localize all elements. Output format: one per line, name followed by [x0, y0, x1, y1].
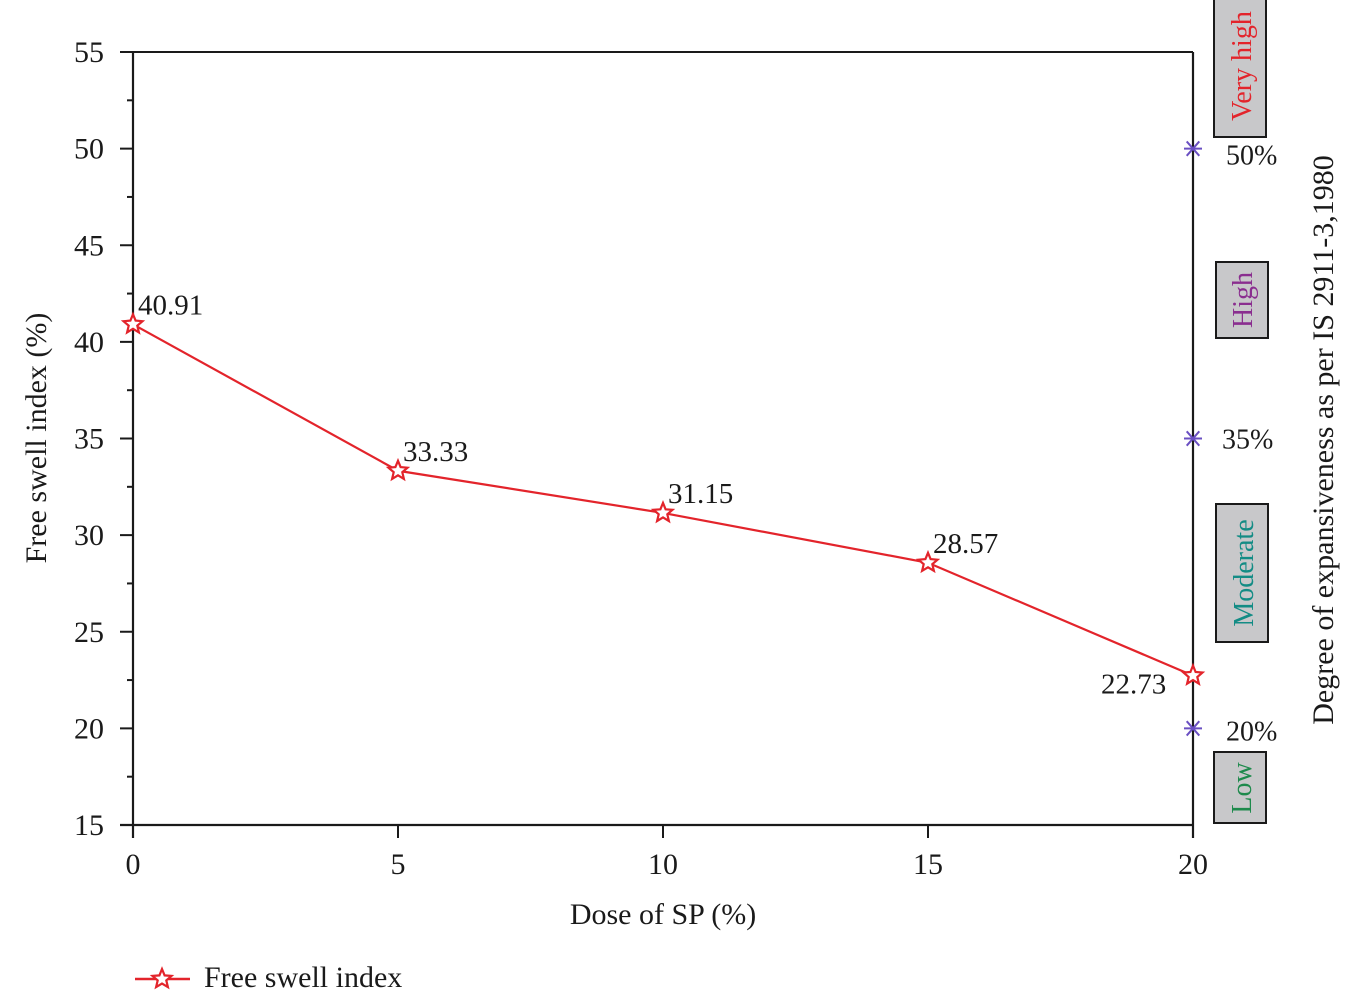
y-tick-label: 30	[74, 519, 104, 552]
threshold-label: 50%	[1226, 141, 1277, 172]
band-high: High	[1215, 261, 1269, 339]
legend-star-icon	[149, 966, 175, 990]
data-point-label: 33.33	[403, 436, 468, 468]
band-low: Low	[1213, 751, 1267, 824]
plot-frame	[120, 51, 1195, 838]
series-free-swell-index: 40.91 33.33 31.15 28.57 22.73	[120, 289, 1206, 701]
band-label-high: High	[1228, 272, 1259, 328]
series-line	[132, 323, 1194, 677]
y-tick-label: 55	[74, 36, 104, 69]
legend-label: Free swell index	[204, 961, 402, 994]
star-marker-icon	[650, 499, 676, 524]
x-tick-label: 10	[648, 848, 678, 881]
band-moderate: Moderate	[1215, 503, 1269, 643]
y-axis-title: Free swell index (%)	[20, 313, 53, 564]
star-marker-icon	[1180, 662, 1206, 687]
data-point-label: 40.91	[138, 289, 203, 321]
x-tick-label: 5	[391, 848, 406, 881]
x-axis-ticks: 0 5 10 15 20	[126, 825, 1208, 881]
band-label-very-high: Very high	[1227, 11, 1258, 121]
y-tick-label: 20	[74, 712, 104, 745]
data-point-label: 22.73	[1101, 669, 1166, 701]
band-label-low: Low	[1227, 762, 1258, 814]
x-tick-label: 15	[913, 848, 943, 881]
threshold-asterisk-icon	[1184, 430, 1202, 447]
y-tick-label: 50	[74, 133, 104, 166]
star-marker-icon	[915, 549, 941, 574]
star-marker-icon	[120, 311, 146, 335]
band-label-moderate: Moderate	[1229, 519, 1260, 626]
y-tick-label: 15	[74, 809, 104, 842]
star-marker-icon	[385, 457, 411, 482]
y-tick-label: 45	[74, 229, 104, 262]
threshold-asterisk-icon	[1184, 720, 1202, 737]
x-tick-label: 0	[126, 848, 141, 881]
data-point-label: 28.57	[933, 528, 998, 560]
y2-axis-title: Degree of expansiveness as per IS 2911-3…	[1307, 155, 1340, 725]
x-tick-label: 20	[1178, 848, 1208, 881]
threshold-markers: 20% 35% 50%	[1184, 140, 1277, 747]
y-axis-ticks: 15 20 25 30 35 40 45 50 55	[74, 36, 133, 842]
threshold-asterisk-icon	[1184, 140, 1202, 157]
legend: Free swell index	[135, 961, 402, 994]
threshold-label: 20%	[1226, 716, 1277, 747]
band-very-high: Very high	[1213, 0, 1267, 138]
expansiveness-bands: Very high High Moderate Low	[1213, 0, 1269, 824]
threshold-label: 35%	[1222, 425, 1273, 456]
data-point-label: 31.15	[668, 478, 733, 510]
x-axis-title: Dose of SP (%)	[570, 898, 756, 931]
y-tick-label: 25	[74, 616, 104, 649]
y-tick-label: 40	[74, 326, 104, 359]
y-tick-label: 35	[74, 423, 104, 456]
